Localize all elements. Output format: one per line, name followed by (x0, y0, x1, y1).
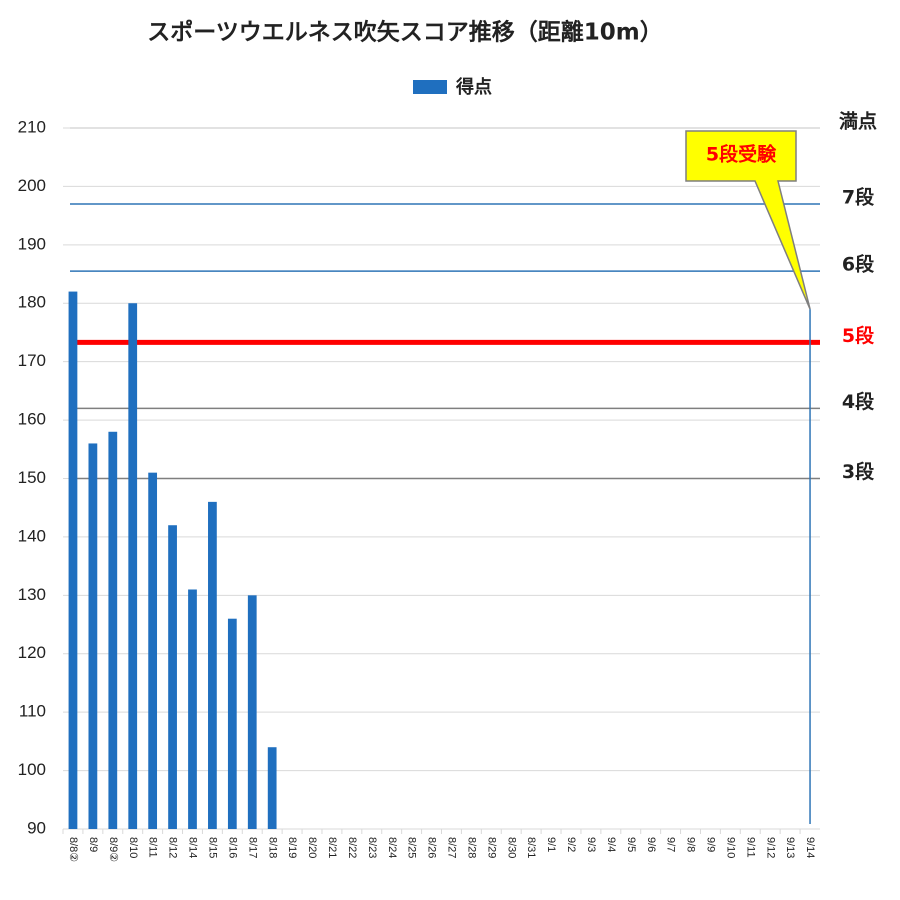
x-tick-label: 9/5 (625, 837, 637, 852)
x-tick-label: 8/9② (107, 837, 119, 862)
bar (128, 303, 138, 829)
bar (208, 501, 217, 829)
x-tick-label: 9/3 (585, 837, 597, 852)
x-tick-label: 9/9 (705, 837, 717, 852)
x-tick-label: 8/11 (147, 837, 159, 858)
x-tick-label: 9/4 (605, 837, 617, 852)
legend-label: 得点 (455, 76, 492, 98)
x-tick-label: 8/15 (207, 837, 219, 858)
x-tick-label: 8/31 (525, 837, 537, 858)
chart-title: スポーツウエルネス吹矢スコア推移（距離10m） (147, 19, 663, 46)
x-tick-label: 9/2 (565, 837, 577, 852)
bar (108, 431, 118, 829)
x-tick-label: 8/24 (386, 837, 398, 858)
reference-label: 6段 (842, 253, 875, 276)
x-tick-label: 9/13 (784, 837, 796, 858)
x-tick-label: 9/1 (545, 837, 557, 852)
x-tick-label: 9/11 (744, 837, 756, 858)
y-tick-label: 150 (18, 468, 46, 487)
x-tick-label: 9/10 (724, 837, 736, 858)
x-tick-label: 8/9 (87, 837, 99, 852)
x-tick-label: 8/25 (406, 837, 418, 858)
y-tick-label: 160 (18, 410, 46, 429)
reference-label: 7段 (842, 185, 875, 208)
y-tick-label: 190 (18, 234, 46, 253)
x-tick-label: 8/10 (127, 837, 139, 858)
y-tick-label: 90 (27, 818, 46, 837)
reference-label: 満点 (839, 111, 877, 133)
y-tick-label: 140 (18, 526, 46, 545)
bar (247, 595, 257, 829)
reference-label: 3段 (842, 460, 875, 483)
legend-swatch (413, 80, 447, 94)
bar (227, 618, 237, 829)
bar (68, 291, 78, 830)
x-tick-label: 8/18 (266, 837, 278, 858)
x-tick-label: 8/21 (326, 837, 338, 858)
annotation-callout (685, 130, 811, 310)
y-tick-label: 110 (19, 702, 46, 721)
y-tick-label: 100 (18, 760, 46, 779)
x-tick-label: 9/8 (685, 837, 697, 852)
x-tick-label: 9/6 (645, 837, 657, 852)
bar (168, 525, 177, 829)
x-tick-label: 8/19 (286, 837, 298, 858)
y-tick-label: 130 (18, 585, 46, 604)
reference-label: 4段 (842, 390, 875, 413)
y-tick-label: 200 (18, 176, 46, 195)
x-tick-label: 8/17 (246, 837, 258, 858)
x-tick-label: 8/27 (446, 837, 458, 858)
y-tick-label: 180 (18, 293, 46, 312)
x-tick-label: 8/23 (366, 837, 378, 858)
x-tick-label: 8/20 (306, 837, 318, 858)
bar (88, 443, 98, 829)
x-tick-label: 8/29 (485, 837, 497, 858)
y-tick-label: 120 (18, 643, 46, 662)
x-tick-label: 8/16 (226, 837, 238, 858)
x-tick-label: 8/14 (187, 837, 199, 858)
x-tick-label: 9/7 (665, 837, 677, 852)
y-tick-label: 210 (18, 117, 46, 136)
x-tick-label: 8/28 (465, 837, 477, 858)
x-tick-label: 8/26 (426, 837, 438, 858)
y-tick-label: 170 (18, 351, 46, 370)
x-tick-label: 8/8② (67, 837, 79, 862)
x-tick-label: 8/30 (505, 837, 517, 858)
x-tick-label: 8/12 (167, 837, 179, 858)
x-tick-label: 9/14 (804, 837, 816, 858)
bar (267, 747, 277, 829)
reference-label: 5段 (842, 324, 875, 347)
bar (148, 472, 158, 829)
x-tick-label: 9/12 (764, 837, 776, 858)
x-tick-label: 8/22 (346, 837, 358, 858)
bar (188, 589, 197, 829)
annotation-text: 5段受験 (706, 143, 777, 166)
